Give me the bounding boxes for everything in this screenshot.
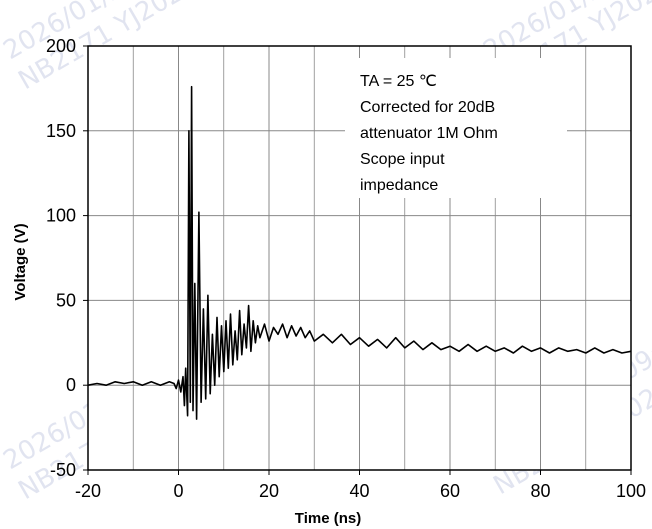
x-axis-title: Time (ns)	[295, 510, 361, 527]
series-line-0	[87, 85, 632, 420]
x-tick-label: 80	[530, 481, 550, 501]
y-axis-title: Voltage (V)	[12, 223, 29, 300]
annotation-line: TA = 25 ℃	[360, 73, 437, 90]
y-tick-label: 0	[66, 375, 76, 395]
y-tick-labels: -50 0 50 100 150 200	[46, 36, 88, 480]
y-tick-label: 200	[46, 36, 76, 56]
x-tick-labels: -20 0 20 40 60 80 100	[75, 470, 646, 501]
x-tick-label: 100	[616, 481, 646, 501]
x-tick-label: -20	[75, 481, 101, 501]
annotation-line: Scope input	[360, 151, 445, 168]
y-tick-label: 150	[46, 121, 76, 141]
annotation-line: attenuator 1M Ohm	[360, 125, 498, 142]
annotation-box-background	[345, 58, 567, 198]
x-tick-label: 60	[440, 481, 460, 501]
series-layer	[87, 85, 632, 420]
y-tick-label: 100	[46, 206, 76, 226]
annotation-line: Corrected for 20dB	[360, 99, 495, 116]
y-tick-label: 50	[56, 290, 76, 310]
annotation-text: TA = 25 ℃ Corrected for 20dB attenuator 1M…	[360, 73, 498, 194]
x-tick-label: 40	[349, 481, 369, 501]
annotation-line: impedance	[360, 177, 438, 194]
y-tick-label: -50	[50, 460, 76, 480]
x-tick-label: 0	[173, 481, 183, 501]
x-tick-label: 20	[259, 481, 279, 501]
